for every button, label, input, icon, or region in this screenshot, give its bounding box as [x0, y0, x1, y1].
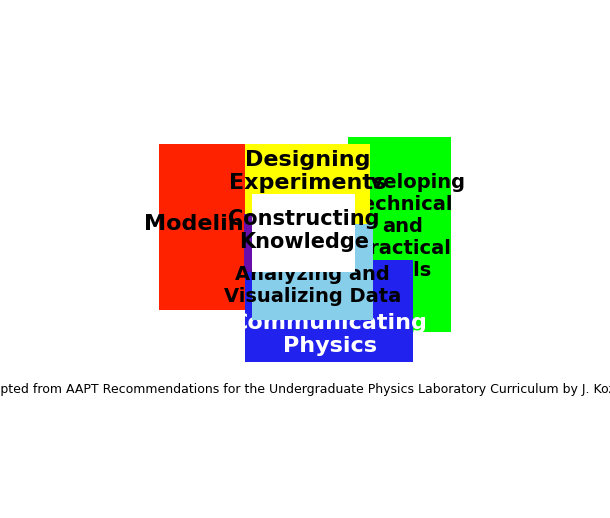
- FancyBboxPatch shape: [244, 214, 255, 272]
- Text: Modeling: Modeling: [145, 214, 260, 235]
- Text: Figure 1: Adapted from AAPT Recommendations for the Undergraduate Physics Labora: Figure 1: Adapted from AAPT Recommendati…: [0, 383, 610, 396]
- FancyBboxPatch shape: [253, 224, 373, 320]
- Text: Analyzing and
Visualizing Data: Analyzing and Visualizing Data: [224, 265, 401, 306]
- FancyBboxPatch shape: [245, 260, 413, 363]
- FancyBboxPatch shape: [253, 194, 355, 272]
- FancyBboxPatch shape: [245, 144, 370, 250]
- FancyBboxPatch shape: [348, 137, 451, 333]
- Text: Communicating
Physics: Communicating Physics: [232, 313, 428, 356]
- FancyBboxPatch shape: [159, 144, 305, 310]
- Text: Developing
Technical
and
Practical
Skills: Developing Technical and Practical Skill…: [341, 174, 465, 280]
- Text: Constructing
Knowledge: Constructing Knowledge: [228, 209, 380, 252]
- Text: Designing
Experiments: Designing Experiments: [229, 150, 386, 193]
